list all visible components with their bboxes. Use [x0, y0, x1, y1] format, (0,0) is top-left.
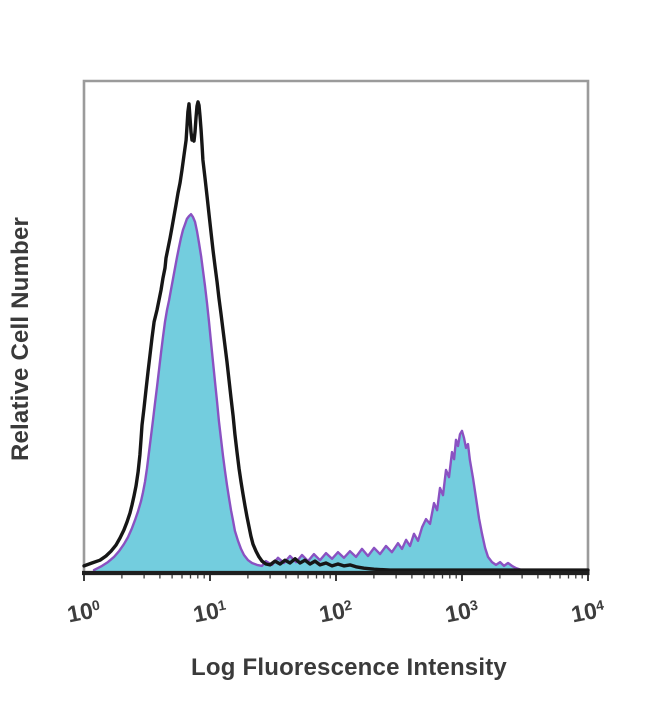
- control-open-curve: [82, 100, 590, 572]
- y-axis-title: Relative Cell Number: [7, 216, 34, 462]
- stained-sample-filled-fill: [94, 214, 527, 572]
- x-axis-title: Log Fluorescence Intensity: [191, 654, 507, 681]
- plot-frame: [82, 79, 590, 572]
- series-layer: [82, 100, 590, 573]
- x-axis-ticks: [83, 575, 589, 581]
- stained-sample-filled-curve: [92, 213, 529, 573]
